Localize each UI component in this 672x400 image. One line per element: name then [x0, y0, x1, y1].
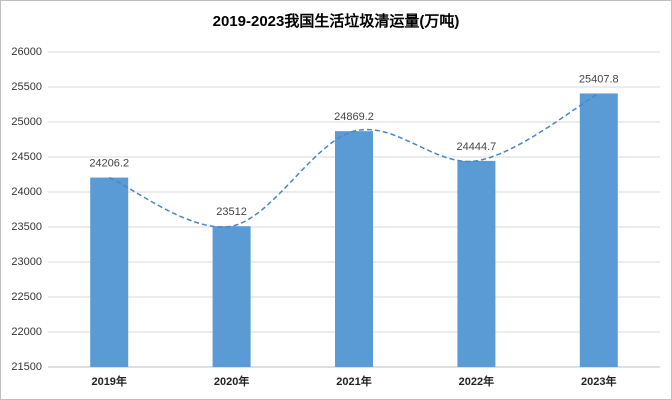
y-tick-label: 23000: [11, 256, 42, 268]
chart-title: 2019-2023我国生活垃圾清运量(万吨): [213, 12, 460, 30]
y-tick-label: 25000: [11, 116, 42, 128]
y-tick-label: 23500: [11, 221, 42, 233]
value-label: 24206.2: [89, 157, 129, 169]
bar: [335, 131, 373, 367]
y-tick-label: 26000: [11, 46, 42, 58]
x-tick-label: 2023年: [581, 374, 616, 388]
y-tick-label: 24500: [11, 151, 42, 163]
y-tick-label: 24000: [11, 186, 42, 198]
y-tick-label: 25500: [11, 81, 42, 93]
trend-line: [108, 92, 600, 228]
value-label: 24444.7: [457, 141, 497, 153]
bar: [457, 160, 496, 367]
y-tick-label: 22500: [11, 291, 42, 303]
x-tick-label: 2022年: [459, 374, 494, 388]
bar: [212, 226, 251, 367]
x-tick-label: 2021年: [336, 374, 371, 388]
x-tick-label: 2019年: [91, 374, 126, 388]
bar: [90, 177, 129, 367]
y-tick-label: 21500: [11, 361, 42, 373]
bar: [579, 93, 618, 367]
x-tick-label: 2020年: [214, 374, 249, 388]
value-label: 25407.8: [579, 73, 619, 85]
y-tick-label: 22000: [11, 326, 42, 338]
value-label: 23512: [216, 206, 247, 218]
value-label: 24869.2: [334, 111, 374, 123]
